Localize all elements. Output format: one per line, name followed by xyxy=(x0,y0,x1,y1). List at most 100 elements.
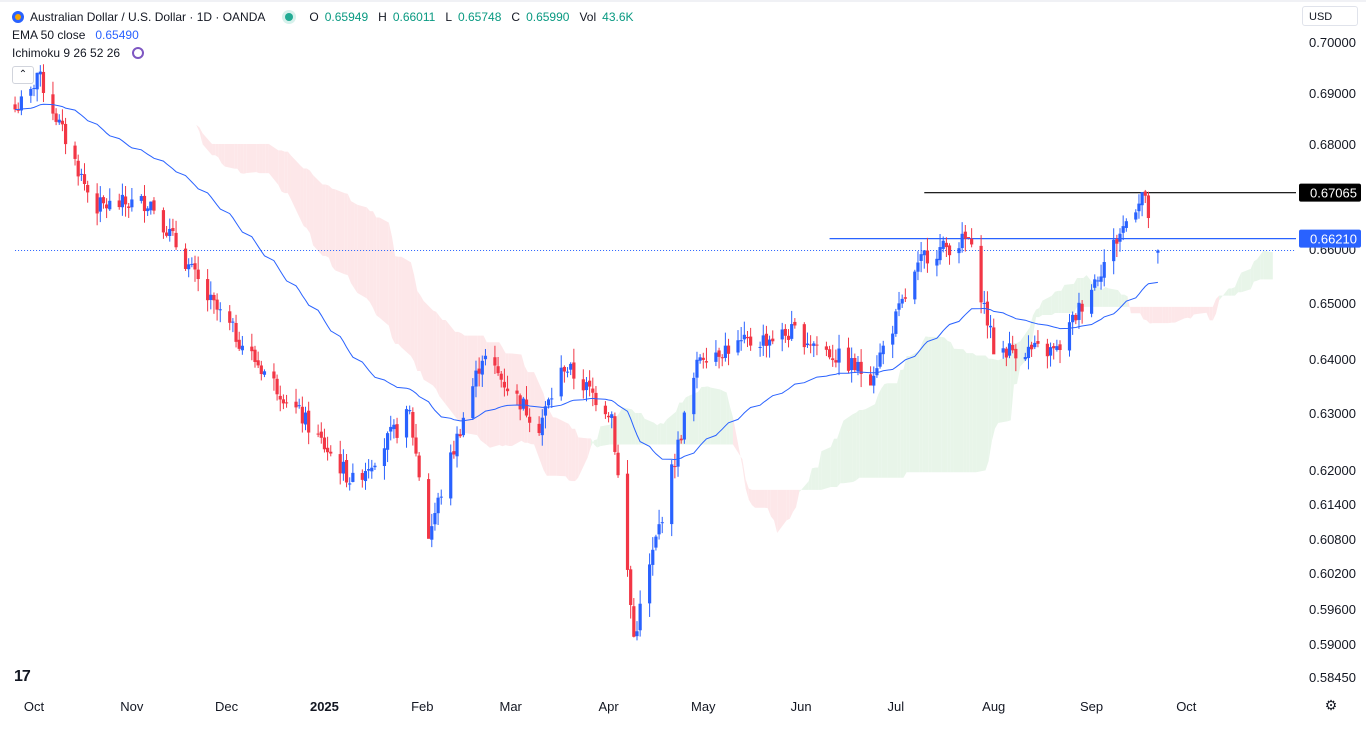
candle-body xyxy=(692,377,696,415)
candle xyxy=(499,370,503,388)
kumo-segment xyxy=(900,369,904,478)
candle-body xyxy=(449,452,453,499)
collapse-legend-button[interactable]: ⌃ xyxy=(12,66,34,84)
candle-body xyxy=(875,368,879,376)
candle xyxy=(215,293,219,321)
kumo-segment xyxy=(1017,341,1021,384)
ema-label[interactable]: EMA 50 close xyxy=(12,28,86,42)
candle xyxy=(913,269,917,305)
kumo-segment xyxy=(167,92,172,95)
candle xyxy=(891,325,895,359)
candle xyxy=(294,388,298,414)
candle-body xyxy=(764,333,769,346)
candle-body xyxy=(370,467,374,472)
symbol-title[interactable]: Australian Dollar / U.S. Dollar · 1D · O… xyxy=(30,10,266,24)
kumo-segment xyxy=(221,143,225,167)
ichimoku-row[interactable]: Ichimoku 9 26 52 26 xyxy=(12,44,638,62)
ema-row[interactable]: EMA 50 close 0.65490 xyxy=(12,26,638,44)
candle-body xyxy=(234,322,238,342)
kumo-segment xyxy=(287,151,291,200)
kumo-segment xyxy=(332,188,336,271)
candle xyxy=(894,308,898,337)
kumo-segment xyxy=(1146,306,1150,324)
kumo-segment xyxy=(177,97,181,110)
candle xyxy=(916,251,920,281)
candle-body xyxy=(935,258,939,266)
candle xyxy=(941,236,945,253)
candle-body xyxy=(1026,346,1031,359)
candle xyxy=(127,202,131,218)
candle xyxy=(284,394,289,408)
open-key: O xyxy=(309,10,319,24)
candle xyxy=(171,218,175,236)
kumo-segment xyxy=(335,189,345,275)
ichimoku-label[interactable]: Ichimoku 9 26 52 26 xyxy=(12,46,121,60)
kumo-segment xyxy=(1007,351,1011,422)
candle xyxy=(524,386,529,418)
candle-body xyxy=(903,297,907,299)
candle xyxy=(1071,311,1075,335)
settings-gear-icon[interactable]: ⚙ xyxy=(1324,697,1338,713)
candle xyxy=(764,325,769,358)
kumo-segment xyxy=(1058,290,1062,314)
candle xyxy=(196,256,200,292)
kumo-segment xyxy=(1039,300,1043,318)
kumo-segment xyxy=(742,459,746,489)
close-value: 0.65990 xyxy=(526,10,570,24)
candle xyxy=(427,473,431,539)
candle-body xyxy=(518,395,522,410)
candle-body xyxy=(546,399,551,406)
candle xyxy=(537,416,541,436)
candle xyxy=(1156,249,1160,264)
candle xyxy=(1058,340,1062,364)
candle xyxy=(613,412,617,455)
kumo-segment xyxy=(833,438,838,488)
kumo-segment xyxy=(546,405,550,476)
kumo-segment xyxy=(811,467,816,490)
time-tick-label: Dec xyxy=(215,699,239,714)
candle xyxy=(657,509,661,540)
candle xyxy=(824,341,829,357)
kumo-segment xyxy=(354,202,358,293)
candle-body xyxy=(1112,239,1116,262)
tradingview-logo-icon[interactable]: 17 xyxy=(14,668,31,685)
candle-body xyxy=(471,386,475,419)
kumo-segment xyxy=(644,418,655,445)
kumo-segment xyxy=(303,168,307,229)
candle-body xyxy=(326,447,330,453)
candle xyxy=(648,553,652,617)
candle-body xyxy=(1048,347,1053,356)
candle xyxy=(1134,209,1138,223)
candle-body xyxy=(73,145,77,159)
candle-body xyxy=(322,437,327,450)
candle-body xyxy=(1067,322,1072,351)
kumo-segment xyxy=(300,165,304,226)
candle xyxy=(234,314,238,348)
candles xyxy=(13,64,1160,641)
candle-body xyxy=(1089,289,1094,314)
candle-body xyxy=(60,120,65,125)
candle-body xyxy=(414,437,418,454)
kumo-segment xyxy=(1165,306,1169,324)
candle xyxy=(629,565,633,619)
candle xyxy=(120,183,124,216)
kumo-segment xyxy=(590,438,595,447)
time-tick-label: Oct xyxy=(1176,699,1197,714)
candle-body xyxy=(392,424,396,430)
kumo-segment xyxy=(148,93,153,100)
candle xyxy=(146,206,150,217)
candle xyxy=(436,492,440,525)
candle-body xyxy=(458,434,462,437)
kumo-segment xyxy=(796,489,800,508)
candle-body xyxy=(436,497,440,514)
candle-body xyxy=(562,366,566,372)
symbol-row[interactable]: Australian Dollar / U.S. Dollar · 1D · O… xyxy=(12,8,638,26)
candle-body xyxy=(654,536,658,548)
candle xyxy=(433,502,437,531)
candle xyxy=(853,353,857,373)
candle xyxy=(1115,234,1119,258)
candle xyxy=(73,141,77,166)
currency-selector[interactable]: USD xyxy=(1302,6,1358,26)
candle xyxy=(164,225,169,238)
